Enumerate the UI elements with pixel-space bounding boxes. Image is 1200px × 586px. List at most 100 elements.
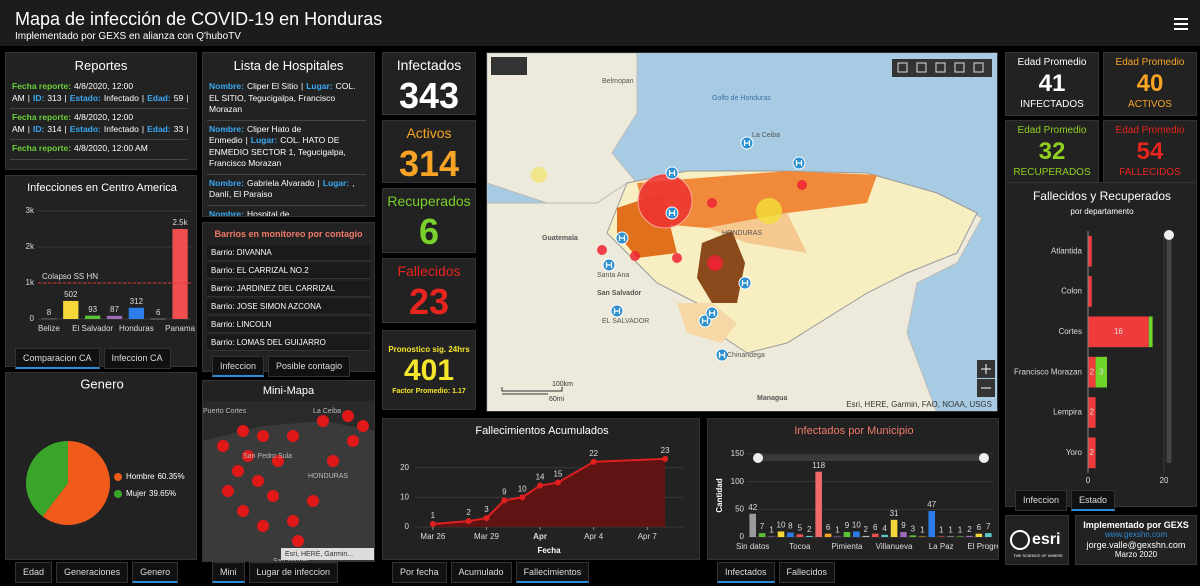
marker-icon [618, 235, 626, 241]
hospital-marker [715, 348, 729, 362]
data-label: 1 [948, 526, 953, 535]
bar [41, 318, 57, 320]
map[interactable]: Belmopan Golfo de Honduras La Ceiba Guatema… [487, 53, 998, 412]
stat-label: Pronostico sig. 24hrs [388, 345, 470, 354]
data-label: 10 [777, 521, 786, 530]
separator: | [186, 93, 188, 103]
tab[interactable]: Lugar de infeccion [248, 562, 339, 583]
bar [890, 519, 898, 537]
tabs: Mini Lugar de infeccion [212, 562, 339, 583]
data-label: 7 [986, 522, 991, 531]
tab[interactable]: Infectados [717, 562, 775, 583]
tab[interactable]: Infeccion [212, 356, 265, 377]
tab[interactable]: Por fecha [392, 562, 447, 583]
x-tick-label: Mar 26 [420, 532, 445, 541]
separator: | [64, 92, 67, 103]
chart: Fallecimientos Acumulados 0 10 20 Mar 26 Mar … [400, 425, 683, 555]
hospital-marker [740, 136, 754, 150]
tab[interactable]: Estado [1071, 490, 1116, 511]
tab[interactable]: Mini [212, 562, 245, 583]
place-label: Belmopan [602, 78, 634, 85]
case-circle [672, 253, 682, 263]
edad-label: INFECTADOS [1020, 99, 1084, 110]
date: Marzo 2020 [1114, 550, 1158, 559]
bar [871, 533, 879, 537]
tab[interactable]: Generaciones [56, 562, 129, 583]
tab[interactable]: Edad [15, 562, 53, 583]
barrio-item: Barrio: LINCOLN [207, 317, 370, 333]
bar [805, 535, 813, 537]
field-value: COL. EL SITIO, Tegucigalpa, Francisco Mo… [209, 81, 356, 114]
bar [975, 533, 983, 537]
point [554, 479, 561, 486]
data-label: 118 [812, 461, 825, 470]
x-tick-label: Honduras [119, 324, 154, 333]
field-label: Lugar: [250, 135, 278, 145]
menu-icon[interactable] [1174, 18, 1188, 30]
legend-value: 60.35% [157, 472, 184, 481]
bar [172, 229, 188, 319]
bar-segment [1088, 437, 1096, 469]
y-tick-label: Francisco Morazan [1014, 367, 1082, 376]
hospital-marker [792, 156, 806, 170]
bar [853, 531, 860, 537]
field-label: Edad: [147, 123, 171, 134]
tab[interactable]: Fallecimientos [515, 562, 590, 583]
reference-label: Colapso SS HN [42, 272, 98, 281]
x-tick-label: El Progreso [967, 542, 999, 551]
data-label: 5 [798, 523, 803, 532]
report-list: Fecha reporte: 4/8/2020, 12:00 AM | ID: 313 |… [10, 78, 188, 167]
credit: Implementado por GEXS [1083, 520, 1189, 530]
bar [900, 532, 907, 537]
centro-america-panel: Infecciones en Centro America 0 1k 2k 3k 8 Bel… [5, 175, 197, 367]
case-dot [237, 425, 249, 437]
stat-card: Activos 314 [382, 120, 476, 184]
tab[interactable]: Genero [132, 562, 179, 583]
field-label: Nombre: [209, 208, 244, 217]
tab[interactable]: Infeccion [1015, 490, 1068, 511]
bar [919, 536, 926, 537]
bar-segment [1088, 276, 1092, 307]
case-dot [267, 490, 279, 502]
x-tick-label: Mar 29 [474, 532, 499, 541]
case-circle [756, 198, 782, 224]
data-label: 1 [939, 526, 944, 535]
tab[interactable]: Fallecidos [778, 562, 836, 583]
mini-map[interactable]: Puerto Cortes La Ceiba San Pedro Sula HONDU… [203, 401, 375, 562]
logo-text: esri [1032, 531, 1060, 548]
data-label: 2 [1090, 448, 1095, 457]
tab[interactable]: Acumulado [450, 562, 512, 583]
data-label: 9 [845, 521, 850, 530]
separator: | [245, 135, 248, 145]
place-label: Golfo de Honduras [712, 95, 771, 102]
bar [909, 535, 917, 537]
edad-card: Edad Promedio 40 ACTIVOS [1103, 52, 1197, 116]
tab[interactable]: Comparacion CA [15, 348, 100, 369]
field-label: Estado: [69, 123, 101, 134]
email: jorge.valle@gexshn.com [1086, 540, 1186, 550]
x-axis-label: Fecha [537, 546, 561, 555]
field-value: COL. HATO DE ENMEDIO SECTOR 1, Tegucigal… [209, 135, 346, 168]
data-label: 1 [835, 526, 840, 535]
zoom-in-icon [981, 364, 991, 374]
x-tick-label: El Salvador [72, 324, 113, 333]
data-label: 2 [466, 508, 471, 517]
tab[interactable]: Infeccion CA [103, 348, 171, 369]
stat-value: 23 [408, 281, 450, 322]
web[interactable]: www.gexshn.com [1104, 530, 1168, 539]
field-label: Edad: [147, 92, 171, 103]
edad-label: ACTIVOS [1128, 99, 1172, 110]
chart: Infecciones en Centro America 0 1k 2k 3k 8 Bel… [26, 182, 196, 333]
case-circle [797, 180, 807, 190]
barrios-panel: Barrios en monitoreo por contagio Barrio… [202, 222, 375, 372]
data-label: 8 [788, 522, 793, 531]
pie-slice [42, 441, 110, 525]
chart-title: Fallecimientos Acumulados [475, 425, 609, 437]
tab[interactable]: Posible contagio [268, 356, 351, 377]
chart: Fallecidos y Recuperados por departamento… [1014, 189, 1174, 485]
bar [63, 300, 79, 319]
case-dot [252, 475, 264, 487]
data-label: 2 [1090, 367, 1095, 376]
field-label: Fecha reporte: [12, 81, 72, 91]
case-circle [707, 198, 717, 208]
